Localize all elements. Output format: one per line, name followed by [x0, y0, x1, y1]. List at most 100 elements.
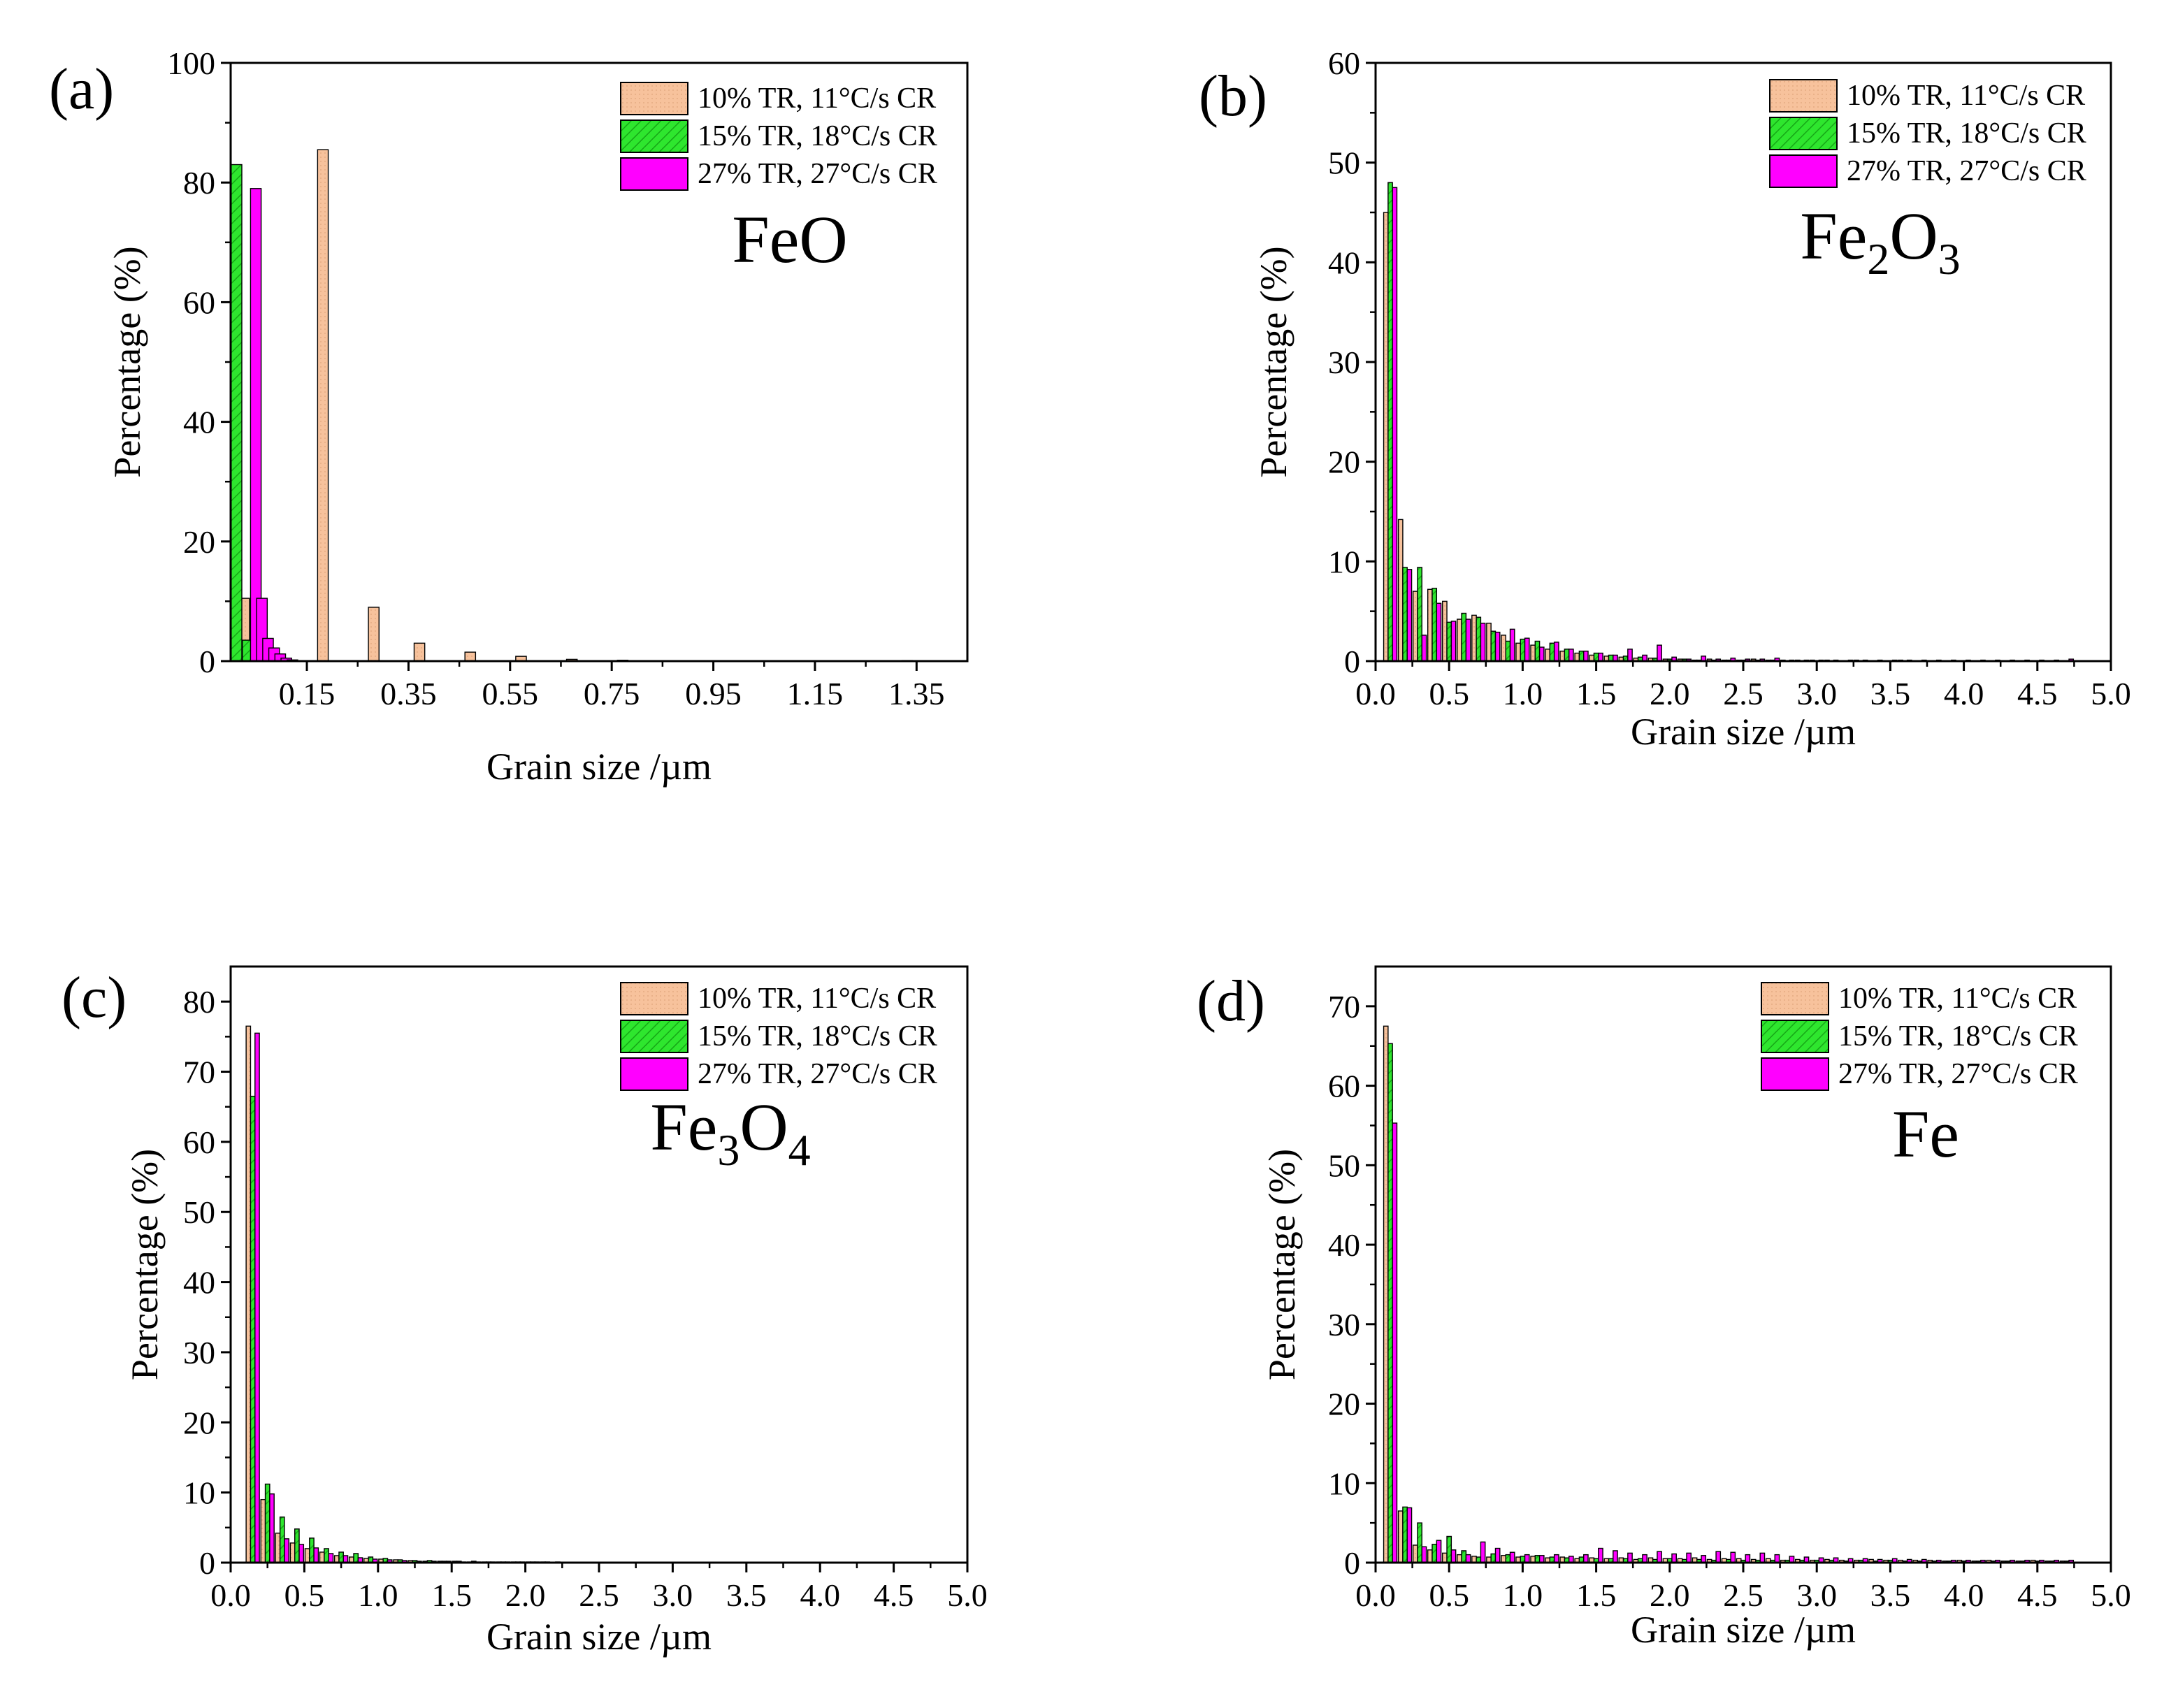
bar-s27: [1686, 1552, 1692, 1563]
chart-panel-2: 0 10 20 30 40 50 60 0.0 0.5 1.0 1.5 2.0 2.5 3.0 3.5 4.0…: [1199, 45, 2131, 753]
x-tick-label: 4.5: [2017, 676, 2058, 711]
bar-s27: [1657, 1551, 1662, 1563]
y-tick-label: 30: [183, 1335, 215, 1370]
legend-label: 15% TR, 18°C/s CR: [698, 1020, 937, 1052]
y-axis-label: Percentage (%): [1261, 1149, 1303, 1380]
bar-s10: [1412, 591, 1418, 662]
x-axis-label: Grain size /µm: [486, 746, 712, 788]
bar-s27: [1701, 1555, 1707, 1563]
x-tick-label: 0.95: [685, 676, 742, 711]
x-tick-label: 3.5: [1870, 676, 1911, 711]
bar-s15: [1534, 1555, 1541, 1563]
y-tick-label: 40: [183, 1265, 215, 1301]
x-tick-label: 2.5: [579, 1577, 619, 1613]
bar-s10: [1457, 1554, 1462, 1563]
bar-s27: [254, 1032, 260, 1563]
bar-s10: [1397, 519, 1404, 662]
bar-s15: [309, 1537, 315, 1563]
material-label: Fe3O4: [650, 1090, 810, 1175]
y-tick-label: 70: [1328, 989, 1360, 1025]
bar-s27: [1524, 637, 1530, 662]
bar-s15: [1417, 1522, 1422, 1563]
bar-s10: [1530, 644, 1536, 662]
material-subscript: 4: [788, 1125, 811, 1175]
x-tick-label: 1.0: [1503, 676, 1543, 711]
bar-s10: [1427, 588, 1433, 662]
x-tick-label: 2.5: [1723, 1577, 1764, 1613]
bar-s15: [1446, 1535, 1452, 1563]
bar-s27: [1509, 628, 1515, 662]
legend-swatch-s10: [620, 982, 688, 1015]
plot-frame: [229, 61, 969, 663]
y-tick-label: 30: [1328, 345, 1360, 380]
material-text: Fe: [1800, 198, 1867, 273]
bar-s15: [353, 1553, 359, 1563]
x-tick-label: 3.0: [1796, 1577, 1837, 1613]
bar-s15: [1490, 1553, 1497, 1563]
y-tick-label: 50: [183, 1194, 215, 1230]
y-axis-label: Percentage (%): [1253, 246, 1294, 477]
bar-s10: [1501, 635, 1506, 662]
bar-s27: [1406, 569, 1413, 662]
legend-label: 27% TR, 27°C/s CR: [698, 158, 937, 190]
plot-frame: [229, 965, 969, 1564]
plot-frame: [1374, 965, 2112, 1564]
legend-swatch-s27: [1761, 1057, 1829, 1091]
bar-s10: [1574, 652, 1580, 662]
y-tick-label: 100: [167, 45, 215, 81]
bar-s27: [1406, 1507, 1413, 1563]
legend-label: 27% TR, 27°C/s CR: [1838, 1058, 2078, 1090]
y-tick-label: 20: [183, 1405, 215, 1440]
x-tick-label: 3.5: [726, 1577, 767, 1613]
bar-s10: [1471, 614, 1477, 662]
bar-s15: [1534, 640, 1541, 662]
bar-s27: [1642, 1554, 1647, 1563]
bar-s15: [1490, 630, 1497, 662]
bar-s27: [1494, 1547, 1501, 1563]
bar-s10: [1501, 1555, 1506, 1563]
y-tick-label: 0: [199, 1545, 215, 1581]
legend-swatch-s10: [620, 82, 688, 115]
y-tick-label: 10: [1328, 1465, 1360, 1501]
legend-label: 27% TR, 27°C/s CR: [698, 1058, 937, 1090]
bar-s27: [1538, 1555, 1545, 1563]
bar-s15: [324, 1548, 329, 1563]
legend: 10% TR, 11°C/s CR 15% TR, 18°C/s CR 27% TR…: [620, 82, 937, 191]
material-text: Fe: [650, 1090, 717, 1164]
bar-s27: [1538, 646, 1545, 662]
panel-letter: (b): [1199, 64, 1267, 129]
x-tick-label: 1.35: [888, 676, 945, 711]
legend-swatch-s10: [1761, 982, 1829, 1015]
bar-s27: [1450, 621, 1457, 662]
x-tick-label: 2.5: [1723, 676, 1764, 711]
legend-swatch-s15: [1761, 1020, 1829, 1053]
material-label: FeO: [732, 202, 847, 277]
bar-s27: [1480, 1541, 1486, 1563]
legend-label: 15% TR, 18°C/s CR: [1847, 117, 2086, 150]
material-label: Fe2O3: [1800, 198, 1960, 284]
x-axis-label: Grain size /µm: [1631, 1609, 1856, 1651]
chart-panel-4: 0 10 20 30 40 50 60 70 0.0 0.5 1.0 1.5 2.0 2.5 3.0 3.5 4…: [1197, 965, 2131, 1651]
bar-s27: [1480, 623, 1486, 662]
material-text: Fe: [1892, 1097, 1959, 1171]
legend-swatch-s27: [1769, 154, 1838, 188]
bar-s10: [317, 149, 329, 662]
material-text: O: [1889, 198, 1938, 273]
x-tick-label: 1.5: [431, 1577, 472, 1613]
material-subscript: 3: [717, 1125, 740, 1175]
x-tick-label: 4.0: [800, 1577, 840, 1613]
y-tick-label: 40: [1328, 1227, 1360, 1263]
bar-s27: [1598, 652, 1603, 662]
bar-s10: [1486, 623, 1492, 662]
x-tick-label: 3.5: [1870, 1577, 1911, 1613]
y-tick-label: 60: [183, 284, 215, 320]
legend-label: 10% TR, 11°C/s CR: [698, 82, 936, 115]
bar-s15: [231, 164, 243, 662]
panel-letter: (d): [1197, 969, 1265, 1034]
bar-s15: [1461, 612, 1467, 662]
material-text: FeO: [732, 202, 847, 277]
x-tick-label: 0.15: [279, 676, 336, 711]
x-tick-label: 4.5: [2017, 1577, 2058, 1613]
bar-s27: [1392, 187, 1398, 662]
legend-label: 10% TR, 11°C/s CR: [1838, 983, 2077, 1015]
